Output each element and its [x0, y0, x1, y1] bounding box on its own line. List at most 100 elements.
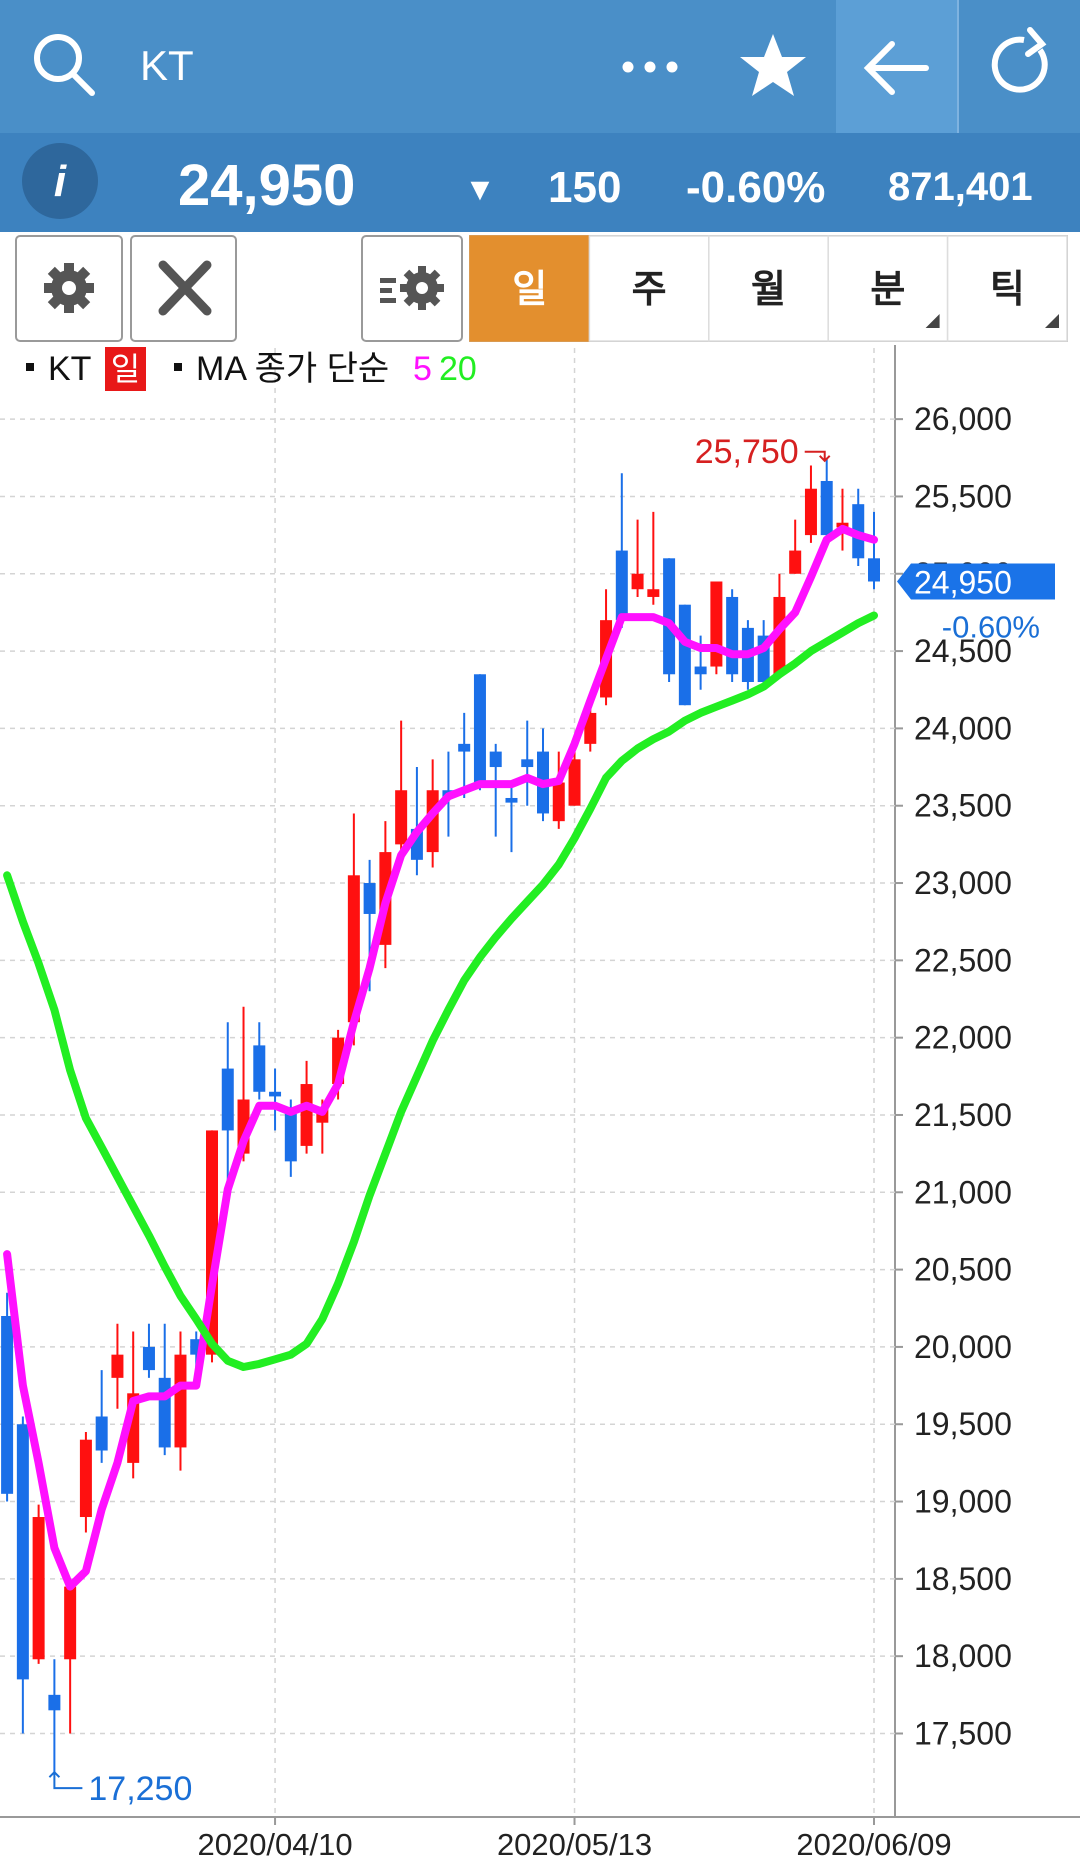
candle-body	[16, 1424, 29, 1680]
y-tick-label: 22,500	[914, 942, 1012, 978]
annotation-label: 17,250	[88, 1770, 192, 1808]
legend-bullet	[174, 363, 182, 371]
indicator-icon	[380, 266, 444, 310]
y-tick-label: 25,500	[914, 478, 1012, 514]
candle-body	[363, 883, 376, 914]
candle-body	[158, 1377, 171, 1448]
legend-period: 일	[111, 351, 140, 387]
candle-body	[300, 1084, 313, 1146]
tab-label: 주	[632, 269, 667, 311]
candle-body	[95, 1416, 108, 1451]
volume: 871,401	[888, 165, 1033, 209]
candle-body	[631, 573, 644, 590]
candle-body	[773, 596, 786, 675]
candle-body	[868, 558, 880, 582]
candle-body	[79, 1439, 92, 1518]
tab-dropdown	[925, 314, 940, 328]
y-tick-label: 19,500	[914, 1406, 1012, 1442]
change: 150	[548, 163, 621, 212]
tab[interactable]	[827, 235, 949, 342]
y-tick-label: 18,000	[914, 1638, 1012, 1674]
candle-body	[111, 1354, 124, 1378]
y-tick-label: 17,500	[914, 1715, 1012, 1751]
candle-body	[678, 604, 691, 706]
candle-body	[647, 589, 660, 597]
chart: 17,500 18,000 18,500 19,000 19,500 20,000 20,5…	[0, 345, 1080, 1862]
tab-label: 월	[751, 269, 786, 311]
candle-body	[395, 790, 408, 845]
candle-body	[584, 712, 597, 744]
y-tick-label: 20,000	[914, 1329, 1012, 1365]
x-tick-label: 2020/04/10	[197, 1827, 352, 1862]
legend-label: KT	[48, 350, 91, 388]
tab-dropdown	[1045, 314, 1059, 328]
annotation-arrow	[804, 450, 831, 463]
price: 24,950	[178, 153, 355, 218]
favorite-button[interactable]	[740, 34, 806, 96]
back-button[interactable]	[863, 41, 929, 95]
candle-body	[32, 1517, 45, 1660]
info-icon: i	[54, 157, 67, 206]
more-button[interactable]	[622, 61, 678, 73]
tab-label: 틱	[990, 269, 1025, 311]
legend-label: MA 종가 단순	[196, 350, 389, 388]
last-price-label: 24,950	[914, 564, 1012, 600]
last-price-tag	[897, 563, 1055, 600]
candle-body	[789, 550, 802, 574]
candle-body	[174, 1354, 187, 1448]
candle-body	[663, 558, 676, 675]
candle-body	[489, 751, 502, 768]
info-button[interactable]	[22, 143, 98, 219]
tools-icon	[158, 260, 212, 316]
candle-body	[568, 759, 581, 806]
candle-body	[552, 782, 565, 822]
y-tick-label: 21,000	[914, 1174, 1012, 1210]
change-percent: -0.60%	[686, 163, 825, 212]
x-tick-label: 2020/06/09	[796, 1827, 951, 1862]
last-change-label: -0.60%	[942, 609, 1040, 644]
annotation-label: 25,750	[695, 433, 799, 471]
candle-body	[253, 1045, 266, 1092]
header-title: KT	[140, 42, 194, 89]
candle-body	[615, 550, 628, 621]
y-tick-label: 23,500	[914, 788, 1012, 824]
candle-body	[269, 1091, 282, 1097]
refresh-button[interactable]	[991, 27, 1048, 93]
tab[interactable]	[946, 235, 1068, 342]
candle-body	[221, 1068, 234, 1131]
candle-body	[284, 1107, 297, 1162]
candle-body	[458, 743, 471, 752]
ma-line	[3, 611, 878, 1371]
y-tick-label: 24,000	[914, 710, 1012, 746]
legend-label: 5	[413, 350, 432, 388]
candle-body	[521, 759, 534, 768]
y-tick-label: 23,000	[914, 865, 1012, 901]
tab[interactable]	[708, 235, 829, 342]
y-tick-label: 19,000	[914, 1484, 1012, 1520]
candle-body	[48, 1694, 61, 1711]
y-tick-label: 26,000	[914, 401, 1012, 437]
y-tick-label: 24,500	[914, 633, 1012, 669]
candle-body	[804, 488, 817, 536]
candle-body	[473, 674, 486, 783]
tab-label: 분	[870, 269, 905, 311]
candle-body	[1, 1315, 14, 1494]
search-button[interactable]	[34, 34, 95, 96]
candle-body	[505, 797, 518, 803]
tab[interactable]	[469, 235, 591, 342]
tab-label: 일	[512, 269, 547, 311]
candle-body	[347, 875, 360, 1023]
y-tick-label: 20,500	[914, 1252, 1012, 1288]
candle-body	[820, 480, 833, 536]
tab[interactable]	[588, 235, 710, 342]
change-arrow: ▼	[464, 171, 496, 207]
settings-icon	[44, 263, 94, 313]
y-tick-label: 22,000	[914, 1020, 1012, 1056]
ma-line	[3, 524, 878, 1591]
legend-bullet	[26, 363, 34, 371]
x-tick-label: 2020/05/13	[497, 1827, 652, 1862]
candle-body	[694, 666, 707, 675]
